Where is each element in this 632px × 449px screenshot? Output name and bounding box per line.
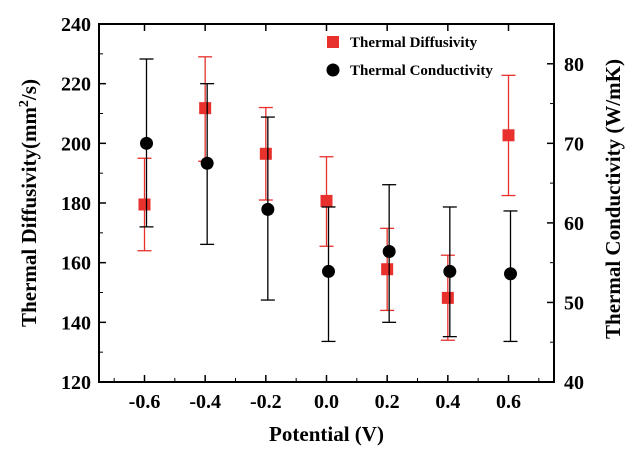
right-y-tick-label: 80	[564, 54, 584, 76]
x-tick-label: 0.4	[435, 391, 460, 413]
legend: Thermal Diffusivity Thermal Conductivity	[326, 35, 493, 79]
x-tick-label: -0.6	[129, 391, 161, 413]
legend-label: Thermal Conductivity	[350, 63, 493, 79]
data-point-circle	[504, 267, 517, 281]
right-y-tick-label: 60	[564, 213, 584, 235]
x-tick-label: 0.0	[314, 391, 339, 413]
plot-area	[137, 56, 518, 343]
right-y-tick-label: 50	[564, 292, 584, 314]
left-y-tick-label: 200	[61, 133, 91, 155]
legend-label: Thermal Diffusivity	[350, 35, 478, 51]
legend-marker-circle	[326, 63, 340, 77]
data-point-circle	[382, 245, 396, 259]
left-y-tick-label: 140	[61, 312, 91, 334]
data-point-circle	[140, 136, 153, 150]
data-point-circle	[200, 156, 214, 170]
left-y-axis-label: Thermal Diffusivity(mm2/s)	[17, 79, 41, 327]
x-tick-label: 0.6	[496, 391, 521, 413]
data-point-circle	[261, 202, 275, 216]
right-y-axis-label: Thermal Conductivity (W/mK)	[601, 59, 625, 339]
left-y-axis-label-superscript: 2	[17, 100, 32, 107]
series-thermal-conductivity	[139, 58, 518, 343]
axes-layer: -0.6 -0.4 -0.2 0.0 0.2 0.4 0.6 120 140 160 180 200 2…	[61, 14, 584, 413]
left-y-tick-label: 220	[61, 74, 91, 96]
data-point-square	[441, 291, 454, 304]
left-y-tick-label: 180	[61, 193, 91, 215]
x-axis-label: Potential (V)	[269, 422, 384, 446]
data-point-square	[199, 102, 212, 115]
x-tick-label: 0.2	[375, 391, 400, 413]
x-tick-label: -0.2	[250, 391, 282, 413]
data-point-square	[381, 263, 394, 276]
right-y-tick-label: 40	[564, 372, 584, 394]
data-point-circle	[322, 264, 335, 278]
data-point-square	[138, 198, 151, 211]
left-y-tick-label: 120	[61, 372, 91, 394]
left-y-axis-label-main: Thermal Diffusivity(mm	[17, 107, 41, 327]
data-point-square	[259, 147, 272, 160]
x-tick-label: -0.4	[189, 391, 221, 413]
series-thermal-diffusivity	[137, 56, 516, 341]
data-point-square	[502, 129, 515, 142]
left-y-tick-label: 240	[61, 14, 91, 36]
data-point-square	[320, 194, 333, 207]
legend-marker-square	[327, 36, 339, 48]
left-y-axis-label-tail: /s)	[17, 79, 41, 101]
left-y-tick-label: 160	[61, 253, 91, 275]
data-point-circle	[443, 264, 457, 278]
right-y-tick-label: 70	[564, 133, 584, 155]
